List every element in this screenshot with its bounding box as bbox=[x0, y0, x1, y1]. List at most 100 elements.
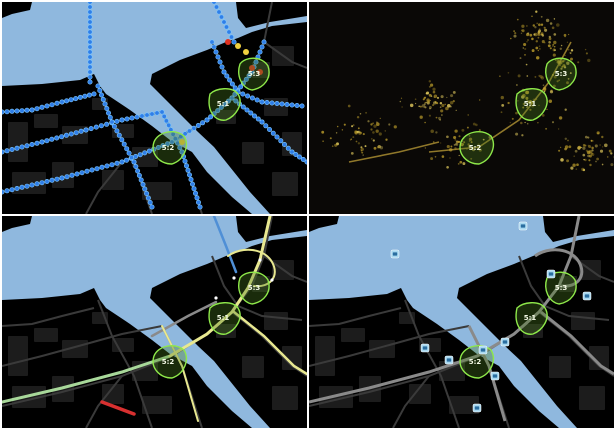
zone-5-3[interactable]: 5:3 bbox=[238, 57, 270, 91]
light-dot bbox=[435, 101, 439, 105]
light-dot bbox=[558, 79, 561, 82]
device-dot bbox=[163, 118, 169, 124]
heatmap-panel[interactable]: 5:1 5:2 5:3 bbox=[2, 2, 307, 214]
road bbox=[2, 325, 163, 367]
light-dot bbox=[515, 111, 518, 115]
light-dot bbox=[567, 77, 570, 80]
zone-label: 5:2 bbox=[469, 358, 482, 366]
light-dot bbox=[399, 100, 402, 103]
device-dot bbox=[253, 59, 259, 65]
device-dot bbox=[129, 155, 135, 161]
node-dot bbox=[232, 276, 236, 280]
night-lights-map[interactable]: 5:1 5:2 5:3 bbox=[309, 2, 614, 214]
light-dot bbox=[538, 74, 541, 78]
zone-5-2[interactable]: 5:2 bbox=[152, 131, 188, 165]
light-dot bbox=[582, 146, 586, 150]
light-dot bbox=[331, 145, 334, 148]
light-dot bbox=[557, 61, 560, 63]
zone-5-3[interactable]: 5:3 bbox=[238, 271, 270, 305]
device-dot bbox=[255, 116, 261, 122]
lodging-icon[interactable] bbox=[444, 355, 454, 365]
light-dot bbox=[520, 32, 523, 35]
device-dot bbox=[39, 104, 45, 110]
parking-icon[interactable] bbox=[490, 371, 500, 381]
light-dot bbox=[440, 109, 444, 113]
building bbox=[142, 396, 172, 414]
light-dot bbox=[525, 63, 528, 66]
poi-map[interactable]: 5:1 5:2 5:3 bbox=[309, 216, 614, 428]
road bbox=[392, 375, 430, 428]
traffic-panel[interactable]: 5:1 5:2 5:3 bbox=[2, 216, 307, 428]
zone-5-1[interactable]: 5:1 bbox=[208, 88, 241, 121]
light-dot bbox=[453, 143, 456, 146]
light-dot bbox=[526, 106, 528, 109]
light-dot bbox=[570, 57, 573, 61]
light-dot bbox=[577, 61, 580, 64]
device-dot bbox=[87, 69, 93, 75]
traffic-segment bbox=[2, 354, 172, 404]
device-dot bbox=[14, 108, 20, 114]
light-dot bbox=[429, 99, 431, 102]
car-icon[interactable] bbox=[390, 249, 400, 259]
lit-road bbox=[428, 41, 572, 153]
device-dot bbox=[88, 126, 94, 132]
night-lights-panel[interactable]: 5:1 5:2 5:3 bbox=[309, 2, 614, 214]
device-dot bbox=[119, 159, 125, 165]
device-dot bbox=[221, 19, 227, 25]
zone-5-1[interactable]: 5:1 bbox=[208, 302, 241, 335]
info-icon[interactable] bbox=[420, 343, 430, 353]
light-dot bbox=[436, 96, 440, 99]
device-dot bbox=[98, 123, 104, 129]
light-dot bbox=[449, 157, 451, 159]
shop-icon[interactable] bbox=[472, 403, 482, 413]
light-dot bbox=[457, 162, 460, 165]
light-dot bbox=[591, 152, 595, 157]
light-dot bbox=[510, 37, 512, 40]
light-dot bbox=[373, 124, 377, 128]
light-dot bbox=[541, 114, 545, 117]
heatmap-map[interactable]: 5:1 5:2 5:3 bbox=[2, 2, 307, 214]
light-dot bbox=[610, 152, 613, 155]
land-area bbox=[2, 216, 32, 232]
light-dot bbox=[458, 154, 460, 157]
bus-icon[interactable] bbox=[500, 337, 510, 347]
light-dot bbox=[454, 139, 457, 141]
device-dot bbox=[114, 118, 120, 124]
light-dot bbox=[400, 97, 403, 99]
parking-icon[interactable] bbox=[582, 291, 592, 301]
light-dot bbox=[424, 121, 426, 124]
zone-5-2[interactable]: 5:2 bbox=[459, 131, 495, 165]
device-dot bbox=[104, 106, 110, 112]
parking-icon[interactable] bbox=[546, 269, 556, 279]
light-dot bbox=[544, 28, 548, 32]
zone-5-1[interactable]: 5:1 bbox=[515, 88, 548, 121]
light-dot bbox=[566, 159, 570, 163]
light-dot bbox=[556, 23, 560, 27]
light-dot bbox=[351, 125, 354, 128]
zone-5-3[interactable]: 5:3 bbox=[545, 271, 577, 305]
traffic-map[interactable]: 5:1 5:2 5:3 bbox=[2, 216, 307, 428]
light-dot bbox=[361, 151, 364, 154]
zone-5-3[interactable]: 5:3 bbox=[545, 57, 577, 91]
light-dot bbox=[537, 36, 540, 39]
light-dot bbox=[336, 125, 339, 128]
light-dot bbox=[573, 155, 576, 158]
light-dot bbox=[543, 26, 546, 29]
light-dot bbox=[341, 129, 344, 131]
light-dot bbox=[388, 123, 391, 126]
light-dot bbox=[424, 96, 427, 99]
light-dot bbox=[513, 34, 517, 38]
zone-5-1[interactable]: 5:1 bbox=[515, 302, 548, 335]
taxi-icon[interactable] bbox=[478, 345, 488, 355]
bus-icon[interactable] bbox=[518, 221, 528, 231]
zone-5-2[interactable]: 5:2 bbox=[152, 345, 188, 379]
device-dot bbox=[166, 122, 172, 128]
major-road bbox=[540, 310, 614, 376]
light-dot bbox=[608, 149, 612, 153]
light-dot bbox=[535, 40, 538, 43]
light-dot bbox=[343, 123, 346, 126]
building bbox=[242, 356, 264, 378]
light-dot bbox=[531, 104, 535, 108]
poi-panel[interactable]: 5:1 5:2 5:3 bbox=[309, 216, 614, 428]
light-dot bbox=[525, 96, 529, 100]
